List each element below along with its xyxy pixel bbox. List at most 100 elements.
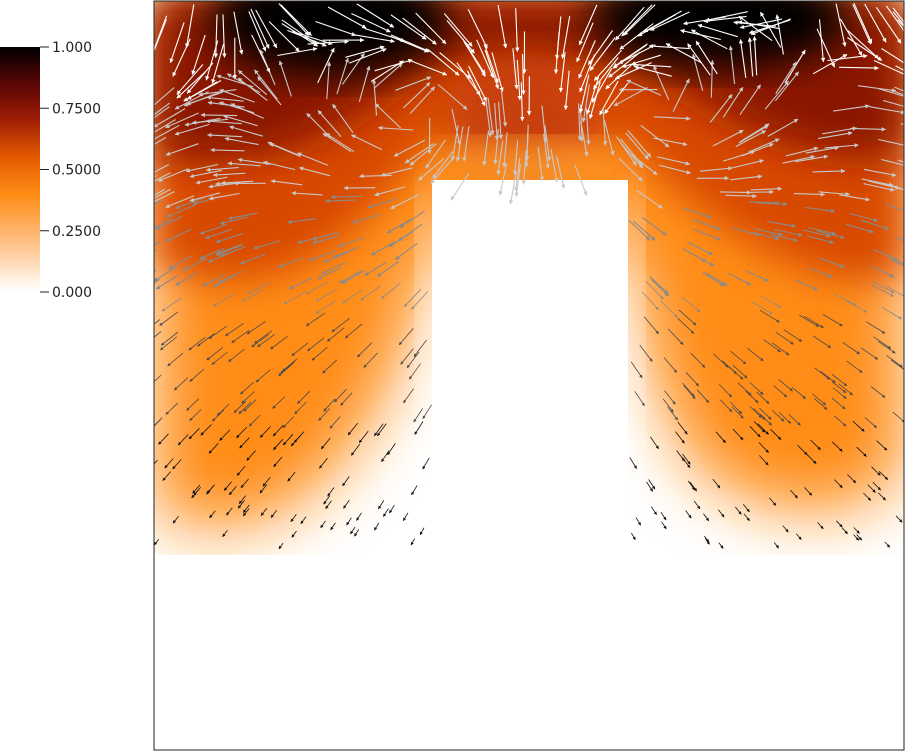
velocity-arrow xyxy=(738,15,773,42)
velocity-arrow xyxy=(560,16,571,59)
velocity-arrow xyxy=(810,439,821,451)
velocity-arrow xyxy=(516,59,522,101)
velocity-arrow xyxy=(654,116,691,121)
velocity-arrow xyxy=(154,175,157,178)
velocity-arrow xyxy=(728,366,744,380)
velocity-arrow xyxy=(342,289,363,304)
velocity-arrow xyxy=(578,74,590,114)
velocity-arrow xyxy=(443,13,473,47)
velocity-arrow xyxy=(307,337,325,352)
velocity-arrow xyxy=(213,274,237,288)
velocity-arrow xyxy=(239,437,250,449)
velocity-arrow xyxy=(222,14,227,58)
velocity-arrow xyxy=(383,508,389,517)
velocity-arrow xyxy=(399,210,425,229)
velocity-arrow xyxy=(890,259,904,267)
velocity-arrow xyxy=(186,398,199,411)
velocity-arrow xyxy=(805,206,836,214)
velocity-arrow xyxy=(586,76,600,115)
velocity-arrow xyxy=(267,141,299,156)
velocity-arrow xyxy=(693,500,701,510)
plot-frame xyxy=(153,0,905,751)
velocity-arrow xyxy=(831,441,843,452)
velocity-arrow xyxy=(812,393,827,406)
velocity-arrow xyxy=(410,538,416,546)
velocity-arrow xyxy=(270,509,278,518)
velocity-arrow xyxy=(154,191,175,203)
velocity-arrow xyxy=(209,510,216,519)
velocity-arrow xyxy=(672,78,690,112)
velocity-arrow xyxy=(191,489,199,499)
velocity-arrow xyxy=(788,414,801,426)
velocity-arrow xyxy=(154,87,175,106)
velocity-arrow xyxy=(636,190,663,209)
velocity-arrow xyxy=(496,140,504,176)
velocity-arrow xyxy=(690,252,715,267)
velocity-arrow xyxy=(219,216,249,226)
velocity-arrow xyxy=(667,406,679,421)
velocity-arrow xyxy=(327,487,335,497)
velocity-arrow xyxy=(183,81,218,102)
velocity-arrow xyxy=(371,79,378,116)
velocity-arrow xyxy=(808,267,833,278)
velocity-arrow xyxy=(207,250,234,263)
velocity-arrow xyxy=(246,321,266,335)
velocity-arrow xyxy=(772,410,785,422)
velocity-arrow xyxy=(863,183,895,192)
velocity-arrow xyxy=(839,194,871,202)
velocity-arrow xyxy=(268,21,300,52)
velocity-arrow xyxy=(257,76,282,106)
velocity-arrow xyxy=(727,272,752,286)
velocity-arrow xyxy=(812,54,848,75)
velocity-arrow xyxy=(341,270,365,284)
velocity-arrow xyxy=(296,152,329,166)
velocity-arrow xyxy=(219,89,255,103)
velocity-arrow xyxy=(154,269,157,273)
velocity-arrow xyxy=(835,3,847,47)
velocity-arrow xyxy=(174,123,210,136)
velocity-arrow xyxy=(634,391,645,407)
velocity-arrow xyxy=(618,157,643,182)
velocity-arrow xyxy=(483,44,499,84)
velocity-arrow xyxy=(819,257,845,268)
velocity-arrow xyxy=(719,190,752,195)
velocity-arrow xyxy=(228,212,258,221)
velocity-arrow xyxy=(831,374,848,387)
velocity-arrow xyxy=(400,348,414,365)
velocity-arrow xyxy=(520,82,525,122)
velocity-arrow xyxy=(288,277,313,290)
velocity-arrow xyxy=(287,471,296,482)
velocity-arrow xyxy=(615,6,645,41)
velocity-arrow xyxy=(154,538,160,546)
velocity-arrow xyxy=(280,360,296,374)
velocity-arrow xyxy=(782,155,816,164)
velocity-arrow xyxy=(839,65,879,71)
velocity-arrow xyxy=(387,443,396,456)
velocity-arrow xyxy=(350,526,356,535)
velocity-arrow xyxy=(342,476,350,487)
velocity-arrow xyxy=(677,421,688,435)
velocity-arrow xyxy=(337,236,365,248)
velocity-arrow xyxy=(350,444,361,456)
velocity-arrow xyxy=(356,3,395,28)
velocity-arrow xyxy=(403,288,422,308)
velocity-arrow xyxy=(793,192,826,197)
velocity-arrow xyxy=(544,125,552,162)
velocity-arrow xyxy=(351,13,391,33)
velocity-arrow xyxy=(756,201,788,207)
velocity-arrow xyxy=(745,390,759,404)
velocity-arrow xyxy=(608,51,641,78)
velocity-arrow xyxy=(817,522,824,530)
velocity-arrow xyxy=(363,352,378,368)
velocity-arrow xyxy=(878,138,904,146)
velocity-arrow xyxy=(254,69,278,100)
velocity-arrow xyxy=(853,527,860,534)
colorbar-tick-label: 0.7500 xyxy=(52,101,101,117)
velocity-arrow xyxy=(158,433,169,445)
velocity-arrow xyxy=(614,62,652,80)
velocity-arrow xyxy=(277,47,318,57)
velocity-arrow xyxy=(154,124,180,140)
velocity-arrow xyxy=(281,23,319,47)
velocity-arrow xyxy=(374,103,401,129)
